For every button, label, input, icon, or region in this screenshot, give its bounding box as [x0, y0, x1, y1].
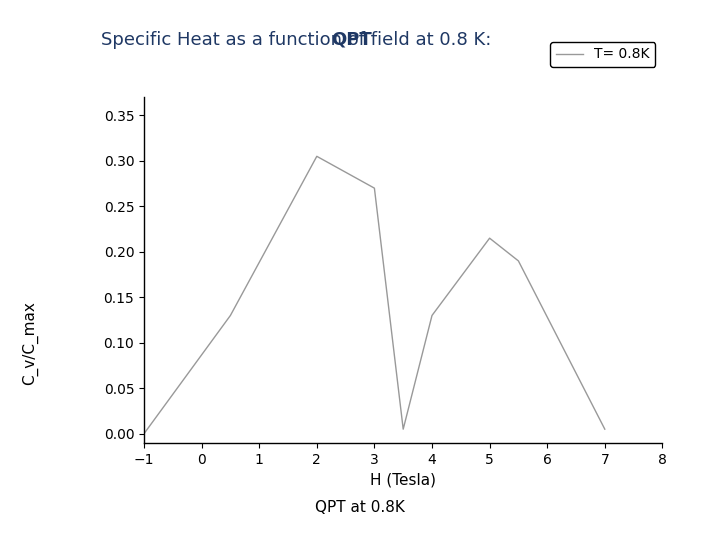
- Legend: T= 0.8K: T= 0.8K: [550, 42, 655, 67]
- Text: QPT at 0.8K: QPT at 0.8K: [315, 500, 405, 515]
- Line: T= 0.8K: T= 0.8K: [144, 156, 605, 434]
- Text: C_v/C_max: C_v/C_max: [22, 301, 38, 384]
- Text: Specific Heat as a function of field at 0.8 K:: Specific Heat as a function of field at …: [101, 31, 497, 49]
- T= 0.8K: [514, 258, 523, 264]
- Text: QPT: QPT: [331, 31, 372, 49]
- X-axis label: H (Tesla): H (Tesla): [370, 472, 436, 487]
- T= 0.8K: [485, 235, 494, 241]
- T= 0.8K: [600, 426, 609, 433]
- T= 0.8K: [226, 312, 235, 319]
- T= 0.8K: [140, 430, 148, 437]
- T= 0.8K: [399, 426, 408, 433]
- T= 0.8K: [370, 185, 379, 191]
- T= 0.8K: [312, 153, 321, 159]
- T= 0.8K: [428, 312, 436, 319]
